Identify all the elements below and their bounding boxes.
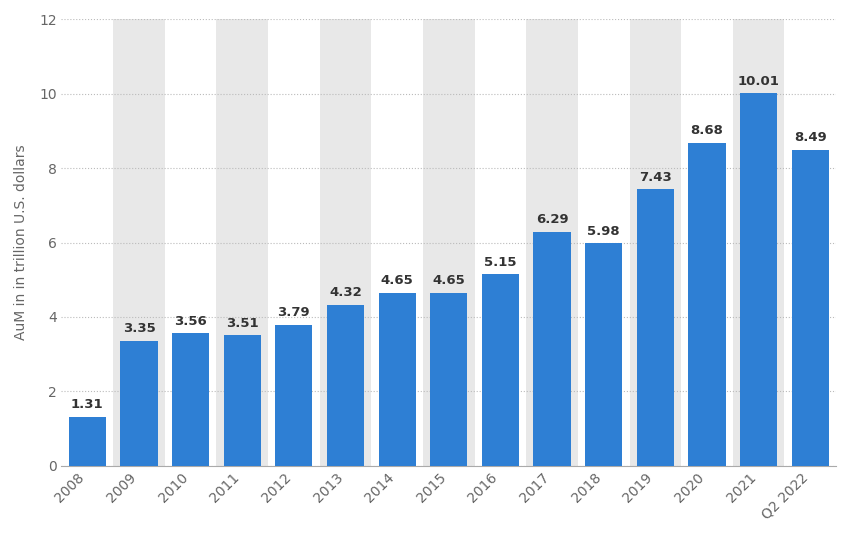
- Bar: [165, 19, 217, 466]
- Bar: [224, 335, 261, 466]
- Bar: [268, 19, 320, 466]
- Text: 8.49: 8.49: [794, 131, 827, 144]
- Text: 8.68: 8.68: [690, 124, 723, 137]
- Bar: [688, 143, 726, 466]
- Bar: [791, 150, 829, 466]
- Text: 3.56: 3.56: [174, 315, 207, 327]
- Bar: [172, 333, 209, 466]
- Bar: [578, 19, 630, 466]
- Text: 4.32: 4.32: [329, 286, 362, 300]
- Bar: [740, 93, 777, 466]
- Bar: [526, 19, 578, 466]
- Bar: [275, 325, 313, 466]
- Bar: [217, 19, 268, 466]
- Y-axis label: AuM in in trillion U.S. dollars: AuM in in trillion U.S. dollars: [14, 145, 28, 340]
- Text: 3.79: 3.79: [278, 306, 310, 319]
- Bar: [121, 341, 157, 466]
- Text: 5.15: 5.15: [484, 256, 517, 269]
- Bar: [785, 19, 836, 466]
- Bar: [637, 189, 674, 466]
- Text: 3.51: 3.51: [226, 317, 258, 330]
- Bar: [69, 417, 106, 466]
- Text: 7.43: 7.43: [639, 171, 672, 184]
- Bar: [482, 274, 519, 466]
- Text: 5.98: 5.98: [587, 225, 620, 237]
- Bar: [378, 293, 416, 466]
- Bar: [61, 19, 113, 466]
- Text: 4.65: 4.65: [381, 274, 414, 287]
- Bar: [320, 19, 371, 466]
- Bar: [474, 19, 526, 466]
- Bar: [371, 19, 423, 466]
- Bar: [681, 19, 733, 466]
- Bar: [630, 19, 681, 466]
- Bar: [733, 19, 785, 466]
- Bar: [113, 19, 165, 466]
- Bar: [430, 293, 468, 466]
- Bar: [534, 232, 570, 466]
- Bar: [423, 19, 474, 466]
- Text: 1.31: 1.31: [71, 398, 104, 411]
- Text: 3.35: 3.35: [122, 323, 156, 336]
- Text: 10.01: 10.01: [738, 75, 779, 88]
- Bar: [585, 243, 622, 466]
- Text: 4.65: 4.65: [433, 274, 465, 287]
- Text: 6.29: 6.29: [536, 213, 569, 226]
- Bar: [327, 305, 364, 466]
